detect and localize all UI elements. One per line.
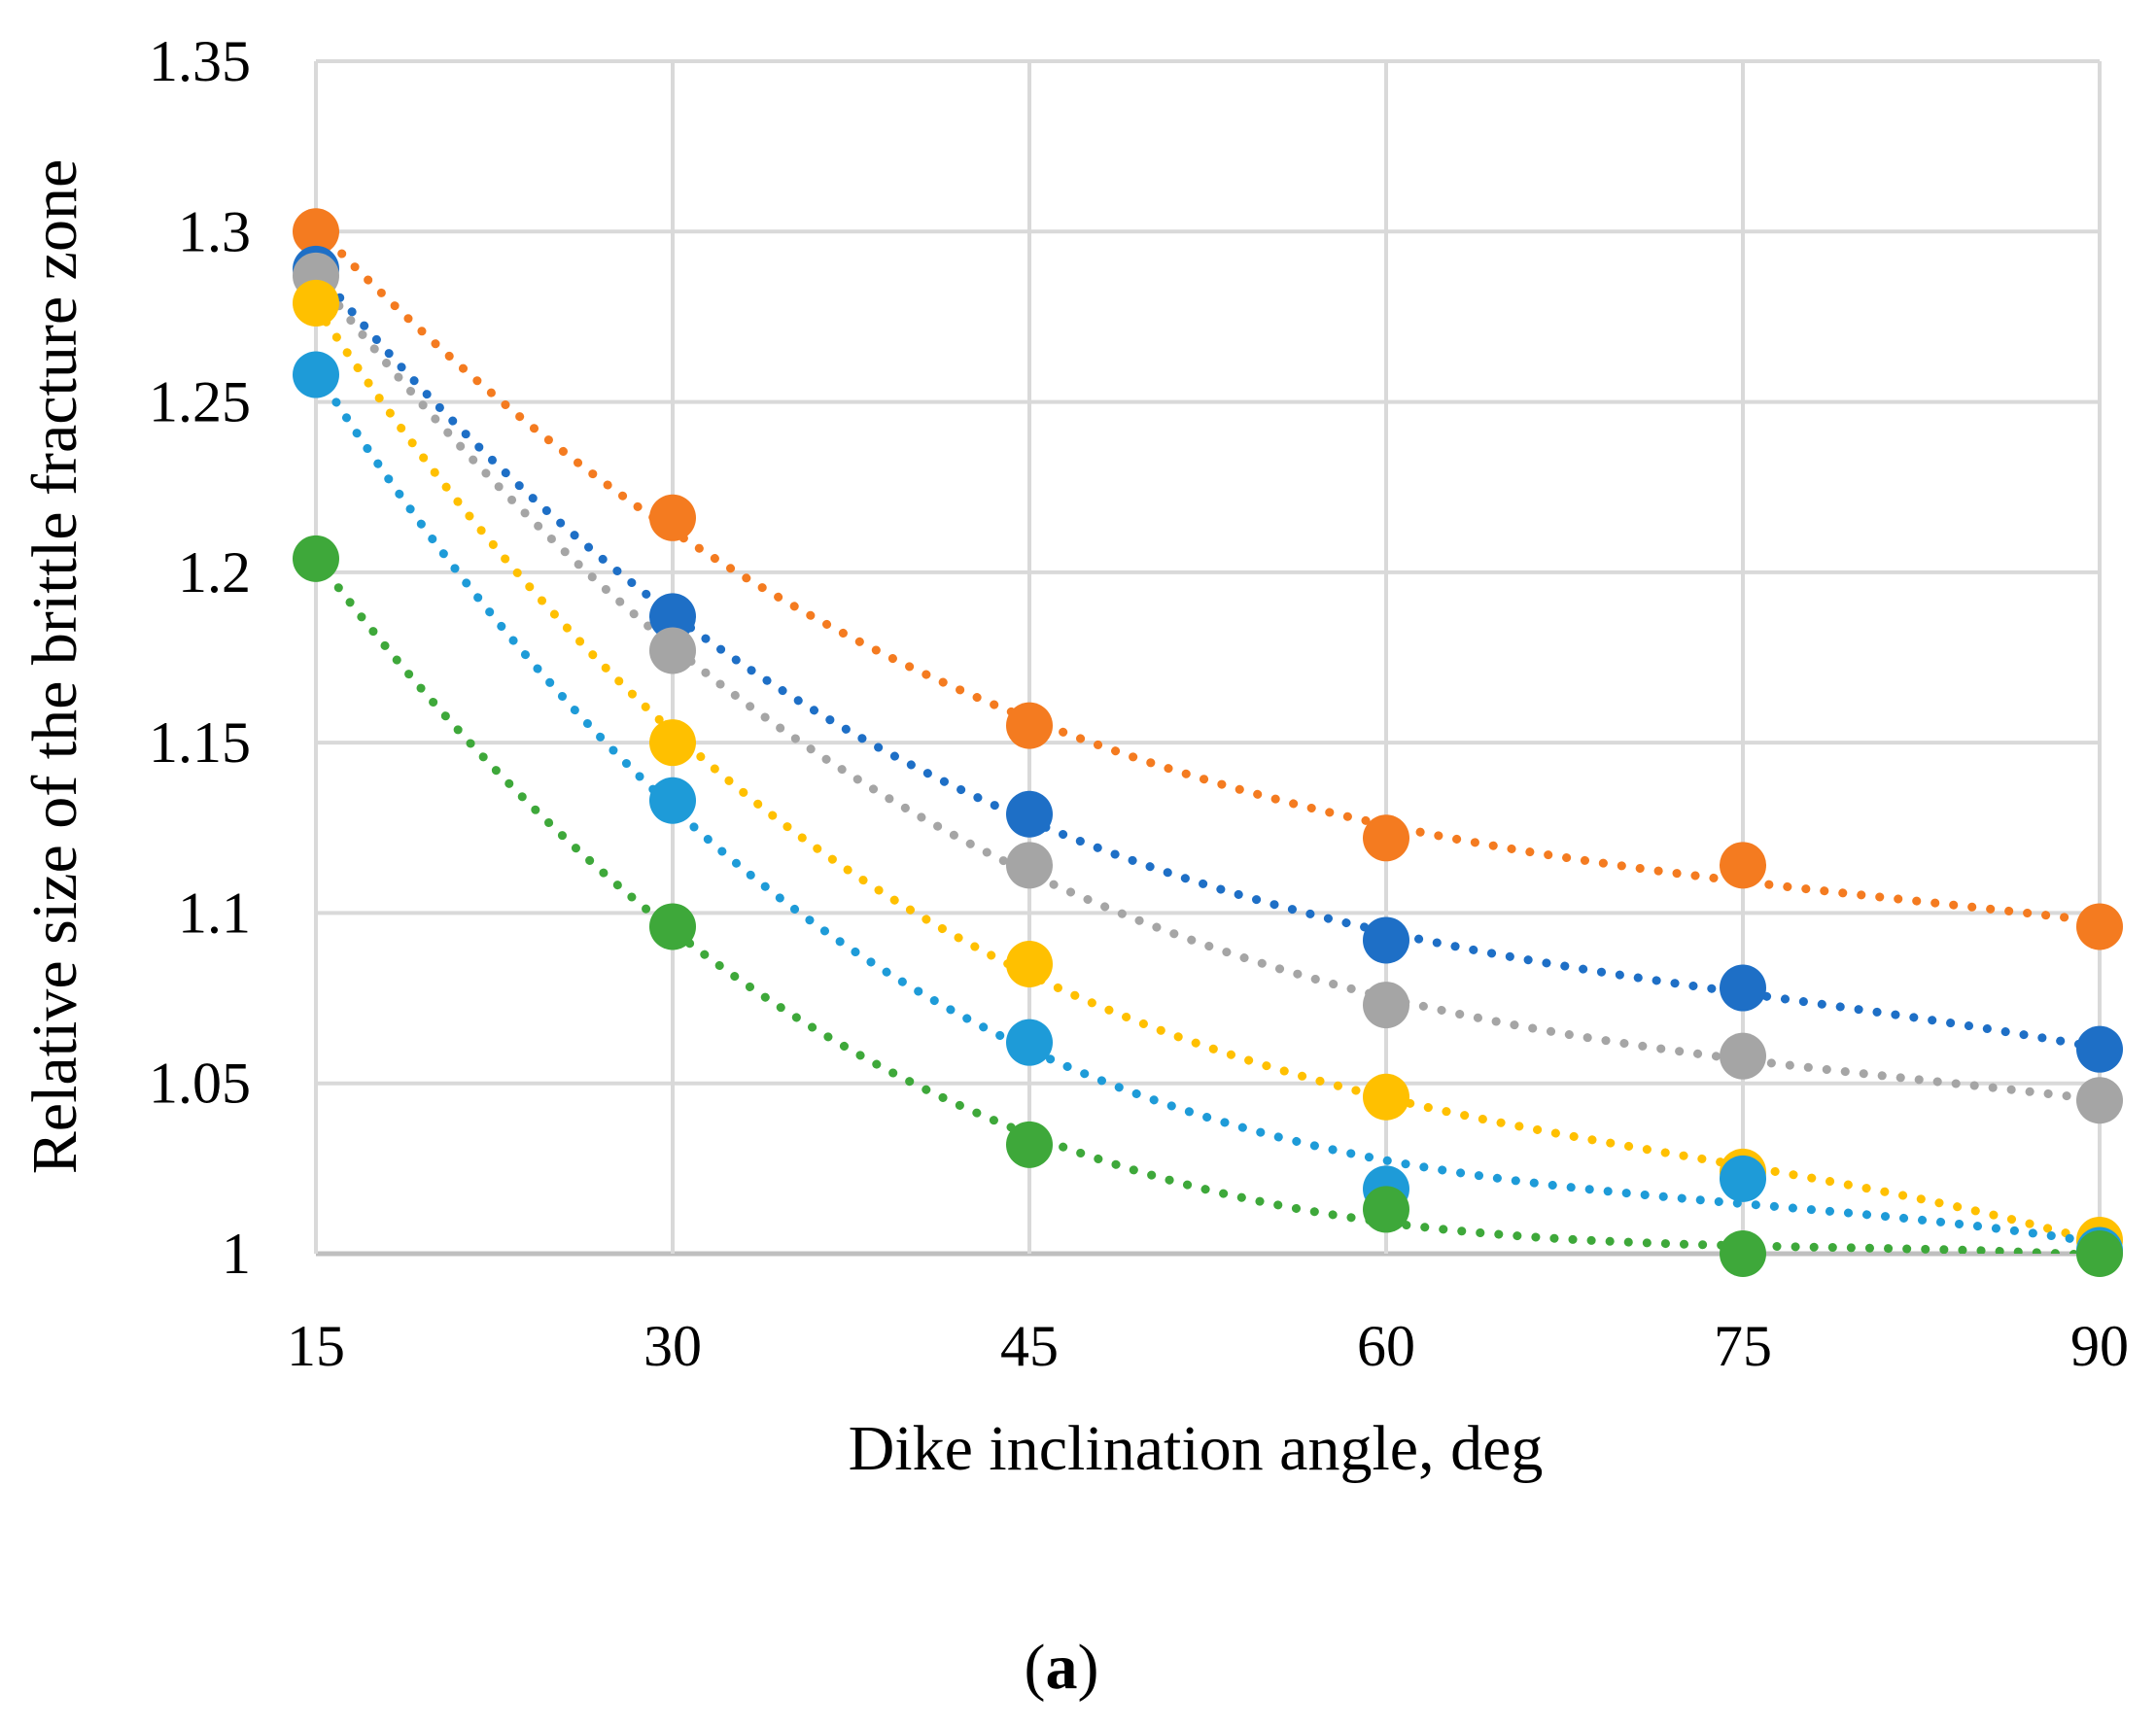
data-point-light-blue [1006,1019,1053,1066]
x-tick-label: 75 [1714,1314,1772,1378]
data-point-yellow [649,719,696,767]
data-point-dark-blue [2076,1025,2123,1073]
data-point-orange [649,494,696,541]
y-axis-label: Relative size of the brittle fracture zo… [19,159,90,1175]
panel-label: (a) [1025,1632,1099,1703]
data-point-green [293,535,339,582]
trendline-light-blue [311,366,2104,1248]
x-tick-label: 90 [2070,1314,2129,1378]
data-point-orange [1363,814,1409,862]
data-points [293,208,2123,1277]
trendline-orange [311,223,2104,926]
trendlines [311,223,2104,1254]
y-axis-ticks: 1 1.05 1.1 1.15 1.2 1.25 1.3 1.35 [149,29,251,1286]
data-point-gray [649,627,696,674]
data-point-dark-blue [649,593,696,640]
data-point-gray [1363,982,1409,1029]
x-tick-label: 60 [1357,1314,1415,1378]
y-tick-label: 1 [222,1222,251,1286]
y-tick-label: 1.1 [178,881,251,945]
data-point-orange [293,208,339,256]
data-point-dark-blue [1720,964,1766,1012]
data-point-dark-blue [1006,790,1053,838]
y-tick-label: 1.25 [149,370,251,434]
x-axis-label: Dike inclination angle, deg [849,1413,1544,1484]
x-axis-ticks: 15 30 45 60 75 90 [287,1314,2129,1378]
data-point-yellow [1363,1073,1409,1121]
data-point-orange [2076,903,2123,950]
trendline-green [311,553,2104,1254]
data-point-yellow [1006,941,1053,988]
data-point-gray [1006,842,1053,889]
y-tick-label: 1.35 [149,29,251,93]
x-tick-label: 45 [1000,1314,1059,1378]
y-tick-label: 1.3 [178,199,251,263]
data-point-light-blue [293,351,339,398]
data-point-dark-blue [1363,916,1409,964]
data-point-gray [2076,1077,2123,1124]
data-point-green [1363,1186,1409,1233]
x-tick-label: 30 [643,1314,702,1378]
data-point-light-blue [1720,1155,1766,1202]
trendline-dark-blue [311,264,2104,1053]
gridlines [314,59,2102,1257]
data-point-green [1720,1230,1766,1277]
x-tick-label: 15 [287,1314,345,1378]
y-tick-label: 1.05 [149,1052,251,1116]
data-point-green [2076,1230,2123,1277]
data-point-gray [1720,1032,1766,1080]
data-point-yellow [293,279,339,327]
data-point-green [649,903,696,950]
y-tick-label: 1.15 [149,710,251,775]
y-tick-label: 1.2 [178,540,251,604]
trendline-gray [311,272,2104,1105]
data-point-light-blue [649,777,696,824]
data-point-orange [1006,702,1053,749]
data-point-green [1006,1121,1053,1168]
data-point-orange [1720,842,1766,889]
trendline-yellow [311,301,2104,1247]
